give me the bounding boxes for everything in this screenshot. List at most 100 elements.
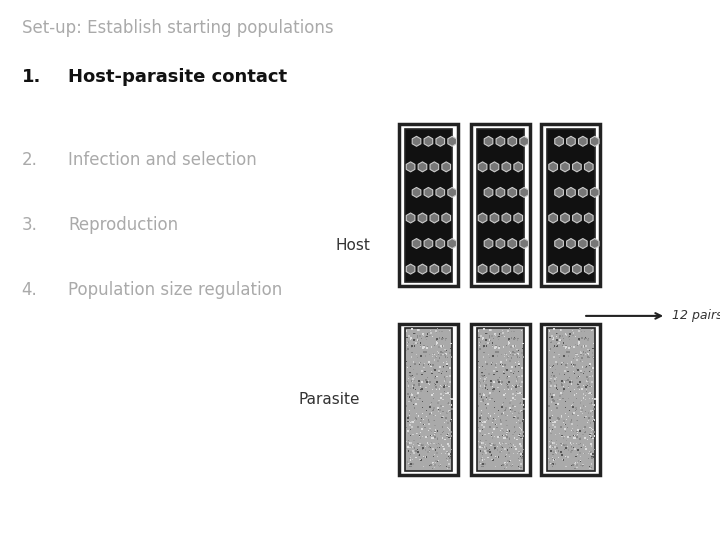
Bar [566, 367, 567, 368]
Bar [435, 330, 437, 332]
Polygon shape [554, 136, 564, 146]
Bar [572, 330, 573, 331]
Bar [428, 364, 429, 365]
Bar [447, 411, 448, 413]
Bar [494, 413, 495, 414]
Bar [484, 446, 485, 448]
Bar [423, 334, 424, 335]
Bar [556, 377, 557, 379]
Bar [416, 373, 418, 375]
Bar [563, 388, 564, 390]
Bar [576, 443, 577, 444]
Bar [438, 346, 440, 348]
Bar [573, 431, 575, 432]
Bar [485, 403, 486, 405]
Bar [487, 417, 488, 419]
Bar [563, 437, 564, 439]
Bar [557, 333, 558, 334]
Bar [451, 457, 452, 458]
Bar [515, 386, 516, 388]
Bar [563, 420, 564, 422]
Bar [554, 384, 556, 387]
Bar [487, 342, 488, 344]
Polygon shape [585, 162, 593, 172]
Text: 4.: 4. [22, 281, 37, 299]
Bar [410, 454, 411, 455]
Bar [588, 378, 589, 380]
Bar [520, 402, 521, 403]
Bar [501, 335, 503, 336]
Bar [435, 415, 436, 416]
Polygon shape [406, 213, 415, 223]
Bar [583, 385, 584, 386]
Bar [446, 435, 448, 437]
Bar [493, 370, 495, 373]
Polygon shape [418, 162, 427, 172]
Bar [442, 437, 444, 438]
Bar [418, 415, 419, 416]
Bar [489, 329, 491, 330]
Bar [497, 387, 499, 388]
Bar [479, 387, 480, 388]
Bar [519, 422, 521, 424]
Bar [442, 354, 444, 355]
Text: Host-parasite contact: Host-parasite contact [68, 68, 287, 85]
Bar [561, 445, 562, 447]
Bar [422, 407, 423, 408]
Bar [514, 432, 515, 434]
Bar [417, 426, 419, 428]
Bar [577, 464, 578, 466]
Bar [433, 415, 434, 416]
Bar [549, 427, 550, 428]
Bar [552, 447, 554, 448]
Bar [522, 356, 523, 357]
Bar [421, 370, 423, 373]
Bar [480, 342, 481, 343]
Bar [445, 339, 446, 341]
Bar [590, 456, 592, 457]
Bar [432, 364, 433, 366]
Bar [557, 420, 558, 421]
Bar [442, 437, 444, 438]
Bar [471, 324, 530, 475]
Bar [426, 336, 428, 338]
Bar [577, 387, 578, 388]
Bar [423, 444, 424, 446]
Bar [589, 364, 590, 366]
Polygon shape [418, 264, 427, 274]
Bar [482, 424, 483, 426]
Bar [435, 387, 436, 388]
Bar [509, 402, 510, 403]
Bar [445, 393, 446, 394]
Bar [412, 459, 413, 461]
Bar [482, 459, 483, 461]
Bar [407, 396, 408, 397]
Bar [554, 459, 555, 460]
Bar [441, 371, 443, 372]
Bar [559, 433, 560, 434]
Bar [420, 459, 422, 461]
Bar [506, 467, 507, 468]
Bar [576, 354, 577, 355]
Bar [424, 370, 426, 372]
Polygon shape [502, 162, 510, 172]
Bar [494, 424, 495, 425]
Bar [523, 431, 524, 433]
Bar [444, 376, 445, 378]
Bar [436, 342, 438, 344]
Bar [412, 434, 414, 435]
Bar [568, 416, 570, 417]
Bar [591, 428, 592, 429]
Bar [580, 443, 581, 444]
Bar [501, 406, 503, 408]
Bar [501, 446, 502, 447]
Bar [559, 339, 561, 341]
Bar [438, 409, 441, 410]
Bar [501, 450, 502, 451]
Bar [480, 421, 481, 422]
Bar [431, 346, 432, 348]
Bar [420, 362, 421, 363]
Bar [553, 337, 554, 339]
Bar [514, 437, 516, 438]
Bar [451, 419, 452, 421]
